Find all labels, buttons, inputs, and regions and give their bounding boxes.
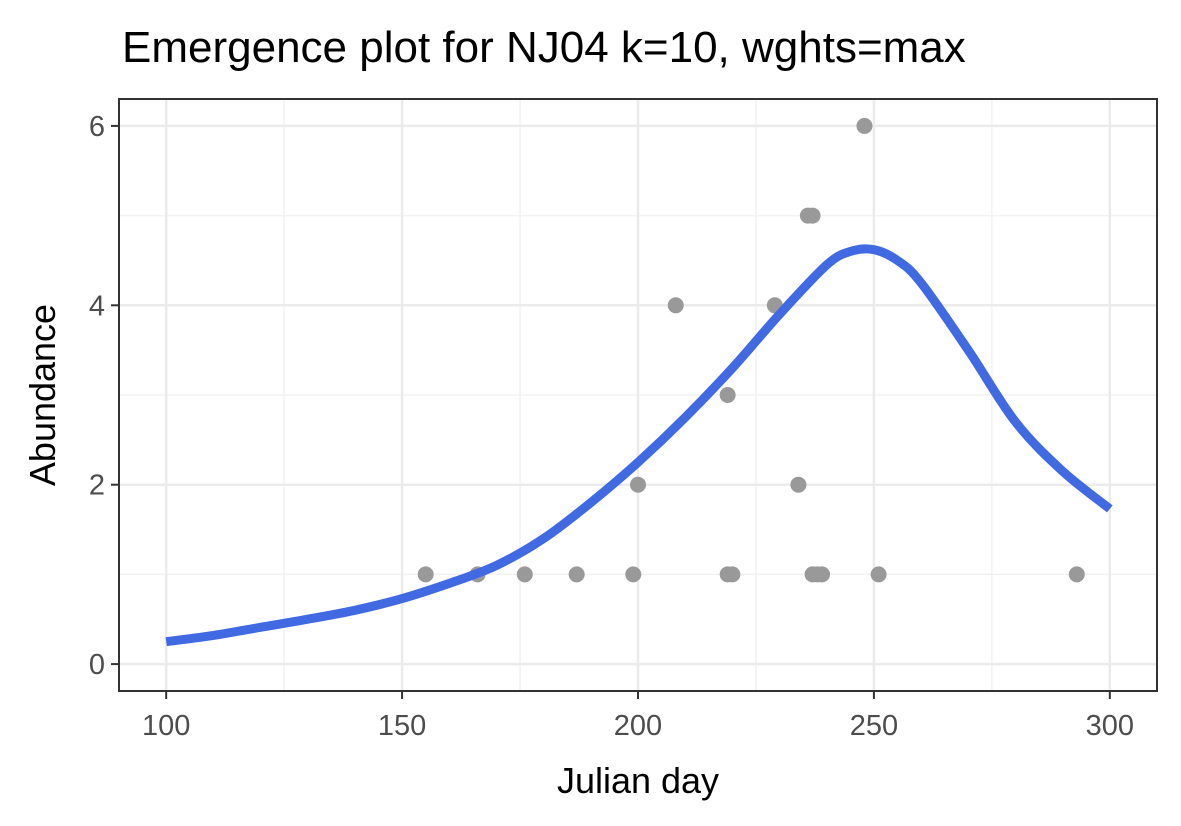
y-axis-title: Abundance: [22, 304, 63, 486]
x-tick-label: 200: [614, 710, 662, 742]
data-point: [790, 476, 807, 493]
data-point: [667, 297, 684, 314]
axes: 100 150 200 250 300 0 2 4 6: [89, 111, 1134, 742]
data-point: [417, 566, 434, 583]
y-tick-label: 2: [89, 470, 105, 502]
data-point: [625, 566, 642, 583]
y-tick-label: 0: [89, 649, 105, 681]
x-tick-label: 100: [142, 710, 190, 742]
chart-title: Emergence plot for NJ04 k=10, wghts=max: [122, 23, 966, 72]
y-tick-label: 6: [89, 111, 105, 143]
data-point: [804, 207, 821, 224]
data-point: [630, 476, 646, 493]
x-tick-label: 150: [378, 710, 426, 742]
data-point: [856, 117, 873, 134]
x-tick-label: 300: [1086, 710, 1134, 742]
fit-line: [165, 244, 1113, 647]
data-point: [719, 387, 736, 403]
plot-panel: [118, 98, 1158, 692]
data-point: [1068, 566, 1085, 583]
data-point: [516, 566, 533, 583]
grid-lines: [119, 99, 1157, 691]
data-point: [724, 566, 741, 583]
data-point: [814, 566, 831, 583]
data-point: [870, 566, 887, 583]
x-axis-title: Julian day: [557, 760, 719, 801]
fit-line-layer: [165, 244, 1113, 647]
x-tick-label: 250: [850, 710, 898, 742]
data-point: [568, 566, 585, 583]
y-tick-label: 4: [89, 290, 105, 322]
